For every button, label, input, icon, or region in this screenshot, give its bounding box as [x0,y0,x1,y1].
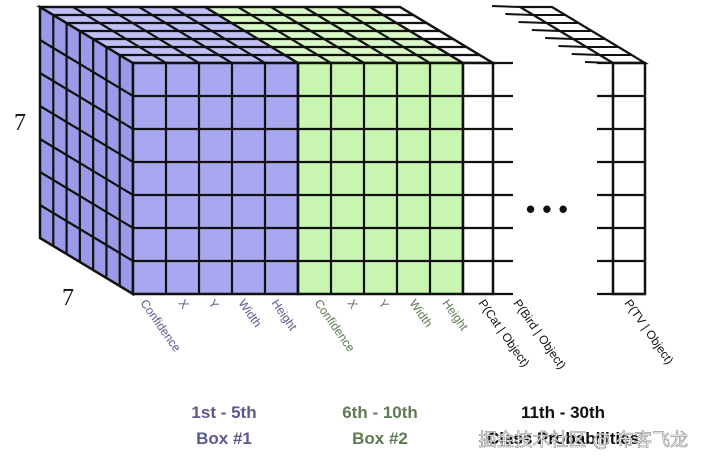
top-column-line [336,6,431,64]
box1-name-label: Box #1 [196,429,252,448]
last-class-top-stub [531,29,560,32]
front-face-box2 [296,61,465,296]
box2-column-label-1: X [345,297,361,312]
last-class-top-stub [571,53,600,56]
cols-dimension-label: 7 [62,285,74,311]
watermark-text: 掘金技术社区 @ 布客飞龙 [479,430,688,451]
top-column-line [138,6,233,64]
top-column-line [303,6,398,64]
box2-column-label-3: Width [407,297,436,330]
classes-range-label: 11th - 30th [521,403,605,422]
rows-dimension-label: 7 [14,110,26,136]
box2-name-label: Box #2 [352,429,408,448]
last-class-front-face [611,61,647,296]
side-row-line [39,105,134,163]
box1-range-label: 1st - 5th [191,403,256,422]
box1-column-label-2: Y [206,297,222,312]
last-class-top-stub [518,21,547,24]
box1-column-label-4: Height [269,297,301,334]
last-class-top-stub [545,37,574,40]
last-class-top-stub [491,5,521,8]
top-column-line [399,6,494,64]
top-column-line [105,6,200,64]
side-row-line [39,39,134,97]
top-column-line [204,6,299,64]
box1-column-label-3: Width [236,297,265,330]
side-row-line [39,204,134,262]
classes-name-label: Class Probabilities [487,429,639,448]
top-column-line [171,6,266,64]
last-class-top-stub [505,13,534,16]
last-class-column-label: P(TV | Object) [622,297,677,367]
front-face-box1 [131,61,300,296]
top-column-line [237,6,332,64]
top-column-line [369,6,464,64]
top-column-line [39,6,134,64]
top-column-line [270,6,365,64]
box2-range-label: 6th - 10th [342,403,418,422]
last-class-top-stub [558,45,587,48]
box2-column-label-2: Y [376,297,392,312]
top-column-line [72,6,167,64]
tensor-grid [36,4,649,297]
box1-column-label-1: X [176,297,192,312]
box2-column-label-4: Height [440,297,472,334]
side-row-line [39,171,134,229]
ellipsis-indicator: • • • [526,194,568,224]
side-row-line [39,138,134,196]
side-row-line [39,72,134,130]
front-face-class-column [461,61,495,296]
